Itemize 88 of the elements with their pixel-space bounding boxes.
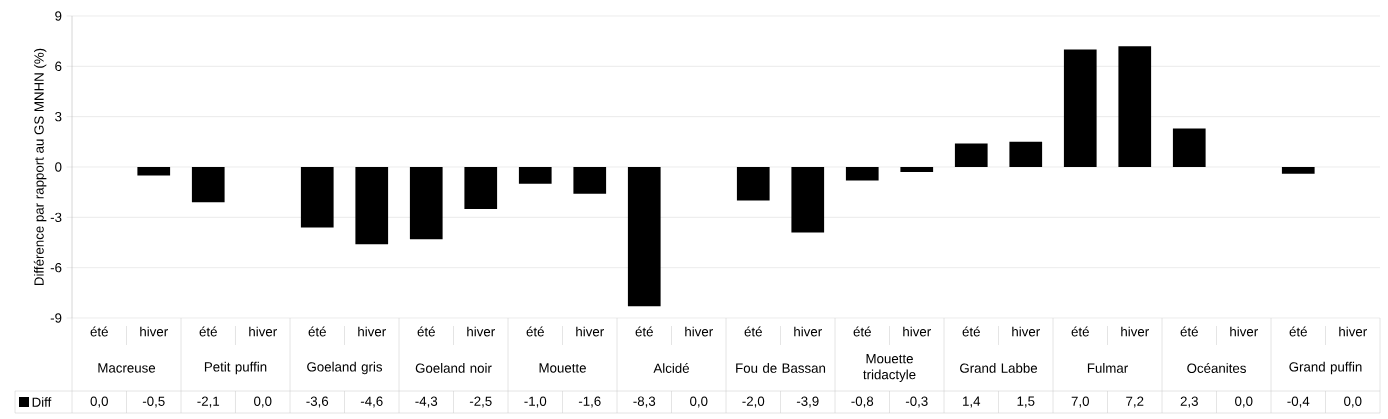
x-tick-label: été (308, 326, 326, 337)
x-tick-label: hiver (576, 326, 604, 337)
bar (900, 166, 934, 173)
text: Océanites (1187, 363, 1246, 373)
data-label: -2,5 (469, 396, 492, 408)
x-tick-label: hiver (358, 326, 386, 337)
y-tick-label: 3 (55, 111, 62, 122)
bar (300, 166, 334, 228)
data-label: -2,1 (197, 396, 220, 408)
text: Fou de Bassan (736, 363, 826, 373)
data-label: 7,2 (1126, 396, 1144, 408)
x-tick-label: hiver (685, 326, 713, 337)
y-tick-label: 9 (55, 11, 62, 21)
x-tick-label: été (199, 326, 217, 337)
data-label: 7,0 (1071, 396, 1089, 408)
text: Mouette tridactyle (863, 354, 916, 382)
data-label: -0,8 (851, 396, 874, 408)
bar (137, 166, 171, 176)
legend-label: Diff (32, 397, 52, 407)
x-tick-label: hiver (903, 326, 931, 337)
text: Fulmar (1087, 363, 1128, 373)
y-tick-label: -3 (50, 212, 62, 223)
x-tick-label: hiver (1230, 326, 1258, 337)
x-tick-label: hiver (140, 326, 168, 337)
text: Goeland noir (415, 363, 492, 373)
bar (954, 143, 988, 167)
bar (627, 166, 661, 307)
x-tick-label: hiver (1012, 326, 1040, 337)
x-tick-label: été (962, 326, 980, 337)
data-label: 0,0 (1235, 396, 1253, 408)
y-tick-label: -9 (50, 313, 62, 323)
data-label: -0,4 (1287, 396, 1310, 408)
y-tick-label: 6 (55, 61, 62, 72)
x-tick-label: été (1180, 326, 1198, 337)
x-tick-label: été (1071, 326, 1089, 337)
bar (191, 166, 225, 203)
y-tick-label: -6 (50, 262, 62, 273)
x-tick-label: été (853, 326, 871, 337)
text: Grand Labbe (960, 363, 1038, 373)
x-tick-label: été (526, 326, 544, 337)
x-tick-label: hiver (1339, 326, 1367, 337)
x-tick-label: hiver (1121, 326, 1149, 337)
x-tick-label: hiver (249, 326, 277, 337)
x-tick-label: hiver (467, 326, 495, 337)
y-tick-label: 0 (55, 162, 62, 172)
bar (1063, 49, 1097, 167)
text: Goeland gris (307, 361, 383, 375)
data-label: 1,5 (1017, 396, 1035, 408)
text: Petit puffin (204, 361, 267, 375)
data-label: -8,3 (633, 396, 656, 408)
data-label: -3,6 (306, 396, 329, 408)
text: Mouette (539, 363, 586, 373)
bar (1118, 46, 1152, 167)
data-label: 0,0 (1344, 396, 1362, 408)
data-label: -1,0 (524, 396, 547, 408)
data-label: -4,3 (415, 396, 438, 408)
x-tick-label: été (90, 326, 108, 337)
bar (736, 166, 770, 201)
data-label: -0,5 (142, 396, 165, 408)
data-label: -1,6 (578, 396, 601, 408)
data-label: 0,0 (690, 396, 708, 408)
bar (464, 166, 498, 209)
data-label: 0,0 (254, 396, 272, 408)
data-label: -0,3 (905, 396, 928, 408)
bar (518, 166, 552, 184)
y-axis-title: Différence par rapport au GS MNHN (%) (33, 48, 47, 286)
text: Grand puffin (1289, 361, 1362, 375)
x-tick-label: été (1289, 326, 1307, 337)
bar (1281, 166, 1315, 174)
bar (409, 166, 443, 240)
x-tick-label: été (417, 326, 435, 337)
text: Macreuse (98, 363, 156, 373)
bar (791, 166, 825, 233)
data-label: -3,9 (796, 396, 819, 408)
x-tick-label: hiver (794, 326, 822, 337)
data-label: 1,4 (963, 396, 981, 408)
bar (845, 166, 879, 181)
data-label: 2,3 (1180, 396, 1198, 408)
data-label: 0,0 (90, 396, 108, 408)
data-label: -2,0 (742, 396, 765, 408)
text: Alcidé (653, 363, 689, 373)
bar (1172, 128, 1206, 167)
x-tick-label: été (744, 326, 762, 337)
x-tick-label: été (635, 326, 653, 337)
bar (573, 166, 607, 194)
bar (355, 166, 389, 245)
data-label: -4,6 (360, 396, 383, 408)
bar (1009, 141, 1043, 167)
